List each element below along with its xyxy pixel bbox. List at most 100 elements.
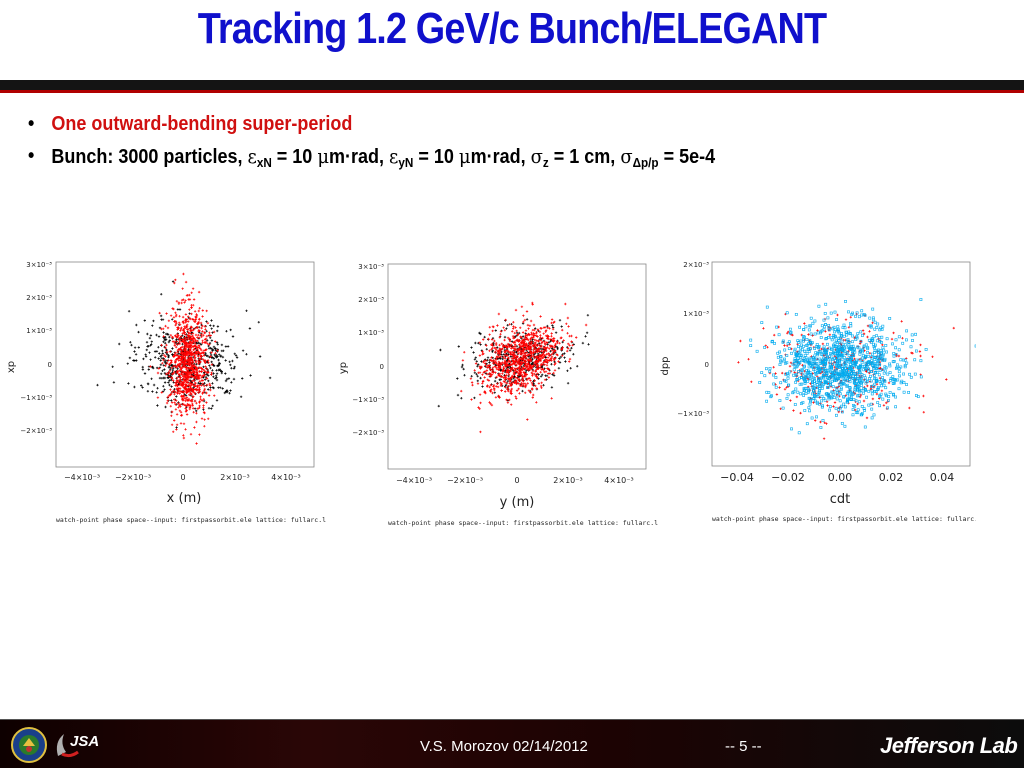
scatter-point [527,362,530,365]
scatter-point [217,358,220,362]
scatter-point [216,325,220,328]
scatter-point [541,356,545,359]
scatter-point [849,398,853,402]
scatter-point [195,420,198,424]
scatter-point [807,406,811,410]
scatter-point [198,318,201,321]
scatter-point [865,395,869,399]
scatter-point [845,369,849,372]
scatter-point [170,378,173,382]
scatter-point [514,356,517,360]
scatter-point [567,325,570,328]
scatter-point [179,362,182,366]
scatter-point [474,341,477,345]
scatter-point [201,358,205,361]
scatter-point [206,321,210,325]
scatter-point [183,393,186,396]
scatter-point [520,383,523,386]
scatter-point [185,409,188,412]
scatter-point [765,399,769,403]
scatter-point [180,394,183,397]
scatter-point [156,371,160,375]
scatter-point [516,333,519,337]
scatter-point [194,388,197,391]
scatter-point [164,324,167,328]
scatter-point [539,315,542,318]
scatter-point [808,324,812,328]
scatter-point [212,345,216,349]
scatter-point [818,402,821,406]
x-tick-label: 4×10⁻³ [271,473,300,482]
scatter-point [812,376,815,380]
scatter-point [878,404,882,408]
scatter-point [199,382,202,385]
scatter-point [190,364,194,367]
scatter-point [188,371,192,374]
scatter-point [563,356,566,359]
scatter-point [166,361,169,365]
scatter-point [506,387,510,390]
scatter-point [830,365,834,369]
scatter-point [174,354,178,357]
scatter-point [517,357,520,361]
scatter-point [200,348,203,352]
scatter-point [225,330,228,333]
scatter-point [184,280,188,284]
scatter-point [195,346,198,349]
scatter-point [525,378,529,382]
scatter-point [170,385,173,388]
scatter-point [191,383,194,386]
scatter-point [507,356,510,359]
scatter-point [809,373,813,376]
scatter-point [176,392,179,395]
scatter-point [175,399,178,402]
scatter-point [178,369,181,372]
scatter-point [187,342,190,346]
scatter-point [151,390,154,393]
scatter-point [541,373,544,376]
scatter-point [508,323,511,326]
scatter-point [178,321,181,324]
scatter-point [501,357,504,361]
scatter-point [876,359,879,363]
scatter-point [901,341,905,345]
scatter-point [778,399,782,403]
scatter-point [791,391,795,395]
scatter-point [490,359,493,362]
scatter-point [870,337,874,341]
sigma-z-value: = 1 cm, [548,146,621,168]
scatter-point [473,371,477,374]
scatter-point [535,330,538,334]
phase-space-plot-y: 3×10⁻³ 2×10⁻³ 1×10⁻³ 0 −1×10⁻³ −2×10⁻³ −… [338,250,658,535]
scatter-point [535,339,538,342]
scatter-point [167,354,170,357]
scatter-point [801,368,804,372]
emittance-unit: m·rad, [329,146,390,168]
scatter-point [216,329,219,333]
scatter-point [512,359,515,363]
scatter-point [843,364,847,368]
scatter-point [808,340,812,344]
scatter-point [762,327,765,330]
scatter-point [170,401,174,404]
scatter-point [919,354,922,358]
scatter-point [857,315,861,319]
scatter-point [873,355,876,359]
scatter-point [535,375,539,378]
scatter-point [144,353,147,356]
scatter-point [550,335,553,338]
scatter-point [528,368,532,371]
scatter-point [220,370,223,373]
scatter-point [147,368,150,371]
scatter-point [530,331,533,334]
scatter-point [794,380,798,384]
scatter-point [223,391,226,395]
x-ticks: −0.04 −0.02 0.00 0.02 0.04 [720,471,954,484]
scatter-point [833,310,837,314]
scatter-point [197,359,200,363]
scatter-point [870,407,874,411]
scatter-point [819,426,823,429]
scatter-point [489,390,492,393]
scatter-point [503,335,507,339]
scatter-point [200,326,203,330]
